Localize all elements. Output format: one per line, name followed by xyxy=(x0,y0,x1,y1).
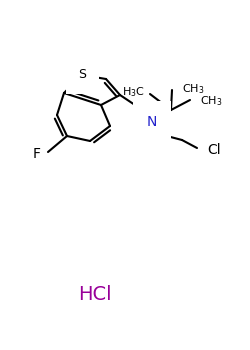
Text: N: N xyxy=(147,115,157,129)
Text: CH$_3$: CH$_3$ xyxy=(200,94,222,108)
Text: HCl: HCl xyxy=(78,286,112,304)
Text: Cl: Cl xyxy=(207,143,221,157)
Text: F: F xyxy=(33,147,41,161)
Text: S: S xyxy=(78,69,86,82)
Text: CH$_3$: CH$_3$ xyxy=(182,82,204,96)
Text: H$_3$C: H$_3$C xyxy=(122,85,145,99)
